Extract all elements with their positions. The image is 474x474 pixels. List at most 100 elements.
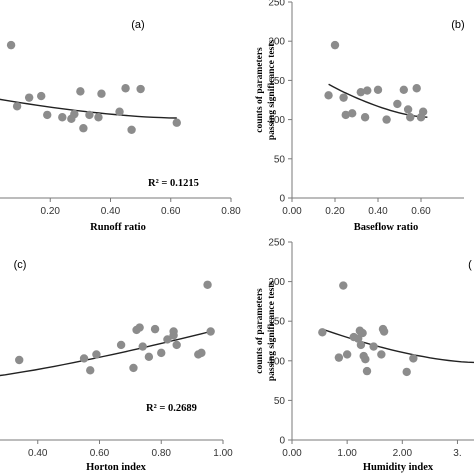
y-tick-label: 0 <box>279 436 285 447</box>
x-tick-label: 0.40 <box>368 206 388 217</box>
data-point <box>144 352 154 362</box>
trend-line <box>322 328 474 364</box>
data-point <box>362 366 372 376</box>
data-point <box>409 354 418 363</box>
panel-label: (c) <box>14 259 27 271</box>
data-point <box>136 84 145 94</box>
data-point <box>399 85 408 95</box>
y-tick-label: 150 <box>268 76 285 87</box>
data-point <box>129 363 138 373</box>
y-tick-label: 100 <box>268 115 285 126</box>
y-tick-label: 250 <box>268 238 285 249</box>
data-point <box>172 118 181 127</box>
data-point <box>406 113 415 122</box>
data-point <box>377 350 386 359</box>
data-point <box>127 125 136 134</box>
x-axis-title: Runoff ratio <box>90 222 146 233</box>
data-point <box>6 40 16 50</box>
y-tick-label: 50 <box>274 396 286 407</box>
y-tick-label: 100 <box>268 356 285 367</box>
x-tick-label: 0.60 <box>411 206 431 217</box>
x-tick-label: 0.20 <box>41 206 61 217</box>
r-squared-label: R² = 0.2689 <box>146 403 197 414</box>
data-point <box>43 110 52 120</box>
data-point <box>135 323 144 332</box>
data-point <box>418 107 428 116</box>
y-tick-label: 200 <box>268 277 285 288</box>
data-point <box>356 87 365 97</box>
data-point <box>85 110 94 120</box>
data-point <box>334 353 344 362</box>
panel-4: 0.00 1.00 2.00 3. 0 50 100 150 200 250 counts of p… <box>255 238 474 473</box>
x-tick-label: 1.00 <box>213 448 233 459</box>
data-point <box>393 99 402 109</box>
x-tick-label: 0.00 <box>282 206 302 217</box>
data-point <box>24 93 34 102</box>
data-point <box>206 327 215 336</box>
data-point <box>402 367 411 377</box>
y-axis-title: counts of parameters passing significance… <box>255 40 277 141</box>
data-point <box>37 91 46 101</box>
x-tick-label: 2.00 <box>393 448 413 459</box>
data-point <box>116 340 126 350</box>
data-point <box>330 40 340 50</box>
data-point <box>197 348 206 358</box>
data-point <box>348 109 357 118</box>
panel-label: ( <box>468 259 472 271</box>
data-point <box>358 328 367 338</box>
y-tick-label: 0 <box>279 194 285 205</box>
trend-line <box>0 330 211 377</box>
data-point <box>92 350 101 359</box>
x-tick-label: 0.40 <box>101 206 121 217</box>
x-axis-title: Baseflow ratio <box>354 222 418 233</box>
data-point <box>379 327 389 336</box>
x-tick-label: 0.60 <box>161 206 181 217</box>
data-point <box>115 107 124 116</box>
data-point <box>382 115 391 124</box>
y-tick-label: 200 <box>268 37 285 48</box>
data-point <box>369 342 378 351</box>
data-point <box>12 102 22 111</box>
x-tick-label: 0.20 <box>325 206 345 217</box>
y-axis-title: counts of parameters passing significance… <box>255 281 277 382</box>
y-tick-label: 50 <box>274 154 286 165</box>
x-tick-label: 0.80 <box>152 448 172 459</box>
data-point <box>15 355 24 365</box>
data-point <box>86 366 95 375</box>
x-tick-label: 0.00 <box>282 448 302 459</box>
data-point <box>324 91 333 100</box>
data-point <box>403 105 413 114</box>
data-point <box>318 328 327 337</box>
panel-2: 0.00 0.20 0.40 0.60 0 50 100 150 200 250 counts of… <box>255 0 465 233</box>
data-point <box>157 348 166 358</box>
x-tick-label: 0.60 <box>90 448 110 459</box>
data-point <box>121 84 130 93</box>
x-axis-title: Horton index <box>86 462 147 473</box>
data-point <box>363 86 372 95</box>
x-axis-title: Humidity index <box>363 462 434 473</box>
data-point <box>356 340 366 350</box>
data-point <box>79 354 89 363</box>
data-point <box>163 335 172 344</box>
data-point <box>339 93 348 102</box>
y-tick-label: 150 <box>268 317 285 328</box>
data-point <box>79 124 88 133</box>
x-tick-label: 0.80 <box>221 206 241 217</box>
data-point <box>342 350 352 359</box>
panel-3: 0.40 0.60 0.80 1.00 Horton index (c) R² = 0.26… <box>0 259 233 473</box>
data-point <box>172 340 181 350</box>
data-point <box>169 331 178 340</box>
data-point <box>58 113 67 122</box>
panel-label: (b) <box>451 19 464 31</box>
data-point <box>70 109 79 119</box>
data-point <box>150 324 160 334</box>
x-tick-label: 0.40 <box>28 448 48 459</box>
data-point <box>138 342 147 351</box>
data-point <box>412 84 421 93</box>
data-point <box>361 355 370 364</box>
panel-label: (a) <box>131 19 144 31</box>
data-point <box>339 281 348 290</box>
x-tick-label: 1.00 <box>337 448 357 459</box>
